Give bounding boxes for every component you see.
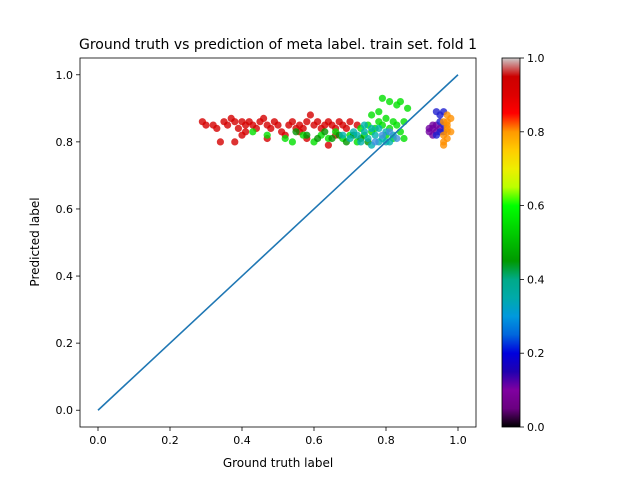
scatter-point xyxy=(396,98,404,106)
scatter-point xyxy=(371,138,379,146)
scatter-point xyxy=(346,118,354,126)
scatter-point xyxy=(263,131,271,139)
scatter-point xyxy=(328,134,336,143)
scatter-point xyxy=(429,121,437,129)
scatter-point xyxy=(443,111,451,119)
scatter-points xyxy=(198,94,455,149)
y-tick-label: 1.0 xyxy=(56,69,74,82)
scatter-point xyxy=(378,94,386,102)
x-tick-label: 0.6 xyxy=(305,434,323,447)
scatter-point xyxy=(360,121,368,129)
scatter-point xyxy=(368,111,376,119)
scatter-point xyxy=(368,124,376,132)
scatter-point xyxy=(357,138,365,146)
scatter-point xyxy=(404,104,412,112)
scatter-point xyxy=(314,134,322,143)
scatter-point xyxy=(440,141,448,149)
colorbar-tick-label: 0.4 xyxy=(527,273,545,286)
x-tick-label: 0.2 xyxy=(161,434,179,447)
scatter-point xyxy=(274,121,282,129)
scatter-point xyxy=(371,131,379,139)
scatter-point xyxy=(303,118,311,126)
scatter-point xyxy=(378,131,386,139)
scatter-point xyxy=(303,131,311,139)
scatter-point xyxy=(440,118,448,126)
y-tick-label: 0.0 xyxy=(56,404,74,417)
scatter-point xyxy=(375,124,383,132)
x-tick-label: 0.0 xyxy=(89,434,107,447)
colorbar-tick-label: 0.0 xyxy=(527,421,545,434)
scatter-point xyxy=(346,134,354,143)
scatter-point xyxy=(400,134,408,143)
scatter-point xyxy=(447,128,455,136)
scatter-point xyxy=(386,98,394,106)
scatter-point xyxy=(393,134,401,143)
scatter-point xyxy=(360,128,368,136)
colorbar-tick-label: 1.0 xyxy=(527,52,545,65)
scatter-point xyxy=(292,128,300,136)
scatter-point xyxy=(216,138,224,146)
y-axis-label: Predicted label xyxy=(28,197,42,286)
y-tick-label: 0.2 xyxy=(56,337,74,350)
scatter-point xyxy=(443,134,451,143)
scatter-point xyxy=(321,128,329,136)
y-tick-label: 0.4 xyxy=(56,270,74,283)
scatter-point xyxy=(242,128,250,136)
scatter-point xyxy=(281,134,289,143)
y-axis-ticks: 0.0 0.2 0.4 0.6 0.8 1.0 xyxy=(56,69,80,417)
x-tick-label: 0.8 xyxy=(377,434,395,447)
chart-title: Ground truth vs prediction of meta label… xyxy=(79,37,477,53)
scatter-point xyxy=(353,131,361,139)
colorbar-ticks: 0.0 0.2 0.4 0.6 0.8 1.0 xyxy=(520,52,545,434)
x-tick-label: 1.0 xyxy=(449,434,467,447)
scatter-point xyxy=(267,124,275,132)
scatter-point xyxy=(314,118,322,126)
scatter-point xyxy=(231,118,239,126)
colorbar-tick-label: 0.6 xyxy=(527,200,545,213)
x-axis-label: Ground truth label xyxy=(223,456,333,470)
scatter-point xyxy=(324,141,332,149)
x-axis-ticks: 0.0 0.2 0.4 0.6 0.8 1.0 xyxy=(89,427,467,447)
scatter-point xyxy=(393,121,401,129)
scatter-point xyxy=(382,114,390,122)
scatter-point xyxy=(306,111,314,119)
scatter-point xyxy=(364,134,372,143)
scatter-point xyxy=(202,121,210,129)
scatter-point xyxy=(339,131,347,139)
scatter-point xyxy=(234,124,242,132)
colorbar-tick-label: 0.8 xyxy=(527,126,545,139)
scatter-point xyxy=(432,108,440,116)
scatter-point xyxy=(249,128,257,136)
scatter-point xyxy=(213,124,221,132)
scatter-point xyxy=(224,121,232,129)
scatter-point xyxy=(386,128,394,136)
x-tick-label: 0.4 xyxy=(233,434,251,447)
scatter-point xyxy=(342,124,350,132)
y-tick-label: 0.8 xyxy=(56,136,74,149)
scatter-point xyxy=(231,138,239,146)
scatter-point xyxy=(260,114,268,122)
scatter-point xyxy=(375,108,383,116)
scatter-point xyxy=(288,118,296,126)
scatter-point xyxy=(288,138,296,146)
y-tick-label: 0.6 xyxy=(56,203,74,216)
colorbar-tick-label: 0.2 xyxy=(527,347,545,360)
colorbar xyxy=(501,57,521,428)
plot-area-frame xyxy=(79,57,477,428)
identity-reference-line xyxy=(97,74,459,411)
